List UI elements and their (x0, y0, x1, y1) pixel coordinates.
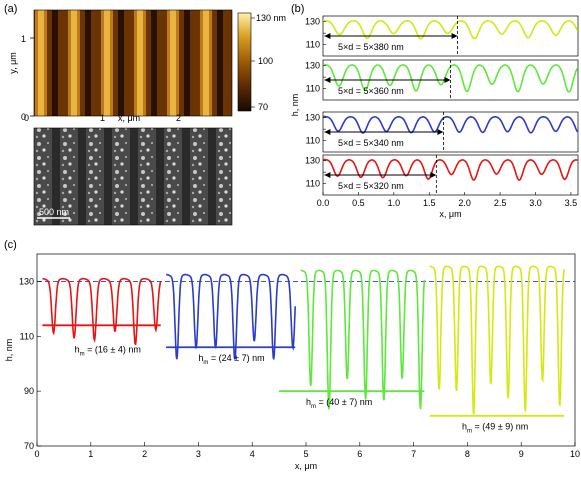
y-axis-label: h, nm (290, 94, 300, 117)
x-tick-label: 1.5 (423, 198, 436, 208)
y-tick-label: 90 (24, 386, 34, 396)
arrow-head (324, 33, 331, 39)
y-tick-label: 130 (19, 276, 34, 286)
x-tick-label: 9 (519, 449, 524, 459)
series-line (323, 158, 578, 181)
x-tick-label: 3 (196, 449, 201, 459)
panel-label-c: (c) (4, 239, 17, 251)
colorbar-tick-label: 130 nm (256, 13, 286, 23)
series-line (429, 265, 565, 415)
y-axis-label: h, nm (4, 339, 14, 362)
mean-depth-label: hm = (40 ± 7) nm (306, 397, 372, 410)
x-tick-label: 0.5 (352, 198, 365, 208)
x-tick-label: 3.0 (529, 198, 542, 208)
x-tick-label: 2.0 (458, 198, 471, 208)
sem-frame (33, 127, 233, 226)
colorbar-tick-label: 100 (258, 56, 273, 66)
mean-depth-label: hm = (49 ± 9) nm (462, 422, 528, 435)
arrow-head (437, 129, 444, 135)
afm-y-tick-label: 0 (21, 112, 26, 122)
y-tick-label: 130 (305, 156, 320, 166)
afm-y-label: y, μm (8, 52, 18, 74)
series-line (300, 269, 426, 410)
period-annotation: 5×d = 5×340 nm (338, 138, 404, 148)
x-tick-label: 10 (570, 449, 580, 459)
y-tick-label: 110 (306, 40, 320, 50)
afm-panel: 1 0 y, μm 0 1 2 x, μm 130 nm 100 70 (8, 9, 286, 123)
arrow-head (324, 77, 331, 83)
x-tick-label: 3.5 (565, 198, 578, 208)
x-tick-label: 2 (142, 449, 147, 459)
x-axis-label: x, μm (439, 209, 461, 219)
colorbar-tick-label: 70 (258, 102, 268, 112)
arrow-head (430, 172, 437, 178)
x-axis-label: x, μm (295, 461, 317, 471)
x-tick-label: 7 (411, 449, 416, 459)
arrow-head (451, 33, 458, 39)
period-annotation: 5×d = 5×360 nm (338, 86, 404, 96)
colorbar (237, 12, 252, 112)
afm-x-tick-label: 1 (100, 113, 105, 123)
chart-c: 130 110 90 700 1 2 3 4 5 6 7 8 9 10 x, μm h, nm hm = (16… (4, 253, 580, 471)
afm-frame (33, 9, 233, 117)
x-tick-label: 4 (250, 449, 255, 459)
x-tick-label: 6 (357, 449, 362, 459)
y-tick-label: 110 (20, 331, 34, 341)
panel-label-b: (b) (291, 3, 304, 15)
x-tick-label: 1.0 (388, 198, 401, 208)
subplot-frame (322, 111, 579, 153)
afm-y-tick-label: 1 (21, 34, 26, 44)
subplot-frame (322, 154, 579, 196)
series-line (323, 115, 579, 134)
y-tick-label: 130 (305, 17, 320, 27)
chart-b: 130 110 5×d = 5×380 nm 130 110 5×d = 5×360 nm… (290, 15, 579, 219)
subplot-frame (322, 15, 579, 57)
period-annotation: 5×d = 5×320 nm (338, 181, 404, 191)
series-line (323, 19, 579, 40)
sem-image (34, 128, 232, 225)
series-line (42, 277, 162, 345)
x-tick-label: 0 (34, 449, 39, 459)
y-tick-label: 130 (305, 113, 320, 123)
afm-x-tick-label: 2 (176, 113, 181, 123)
x-tick-label: 1 (88, 449, 93, 459)
afm-x-label: x, μm (118, 113, 140, 123)
mean-depth-label: hm = (16 ± 4) nm (75, 345, 141, 358)
x-tick-label: 0.0 (317, 198, 330, 208)
arrow-head (324, 129, 331, 135)
sem-panel: 500 nm (33, 127, 233, 226)
x-tick-label: 8 (465, 449, 470, 459)
mean-depth-label: hm = (24 ± 7) nm (198, 353, 264, 366)
period-annotation: 5×d = 5×380 nm (338, 42, 404, 52)
afm-image (34, 10, 232, 116)
panel-label-a: (a) (4, 3, 17, 15)
y-tick-label: 110 (306, 84, 320, 94)
x-tick-label: 5 (303, 449, 308, 459)
series-line (166, 273, 296, 360)
sem-scale-label: 500 nm (39, 207, 69, 217)
y-tick-label: 70 (24, 441, 34, 451)
arrow-head (324, 172, 331, 178)
afm-x-tick-label: 0 (24, 113, 29, 123)
y-tick-label: 110 (306, 179, 320, 189)
y-tick-label: 110 (306, 136, 320, 146)
arrow-head (444, 77, 451, 83)
x-tick-label: 2.5 (494, 198, 507, 208)
y-tick-label: 130 (305, 61, 320, 71)
